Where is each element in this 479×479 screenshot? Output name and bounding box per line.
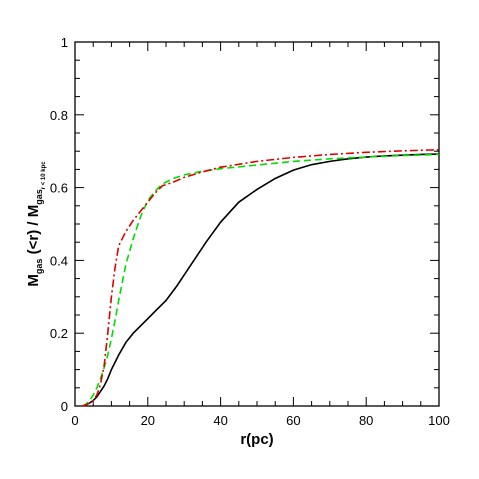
y-axis-title-sub3: r < 10 kpc (41, 161, 47, 190)
y-axis-title-middle: (<r) / M (25, 205, 42, 259)
series-line-dashdot (82, 148, 440, 407)
y-axis-title: Mgas (<r) / Mgasr < 10 kpc (25, 161, 47, 287)
series-line-solid (82, 153, 440, 407)
x-tick-label: 40 (213, 413, 227, 428)
y-tick-label: 0.4 (50, 253, 68, 268)
x-axis-title: r(pc) (240, 431, 273, 448)
x-tick-label: 20 (141, 413, 155, 428)
y-tick-label: 1 (61, 35, 68, 50)
axis-ticks (74, 41, 440, 407)
x-tick-label: 80 (359, 413, 373, 428)
y-axis-title-sub: gas (34, 259, 44, 275)
y-tick-label: 0.2 (50, 326, 68, 341)
series-line-dashed (81, 153, 440, 407)
y-axis-title-sub2: gas (34, 189, 44, 205)
y-tick-label: 0.8 (50, 108, 68, 123)
x-tick-label: 0 (71, 413, 78, 428)
plot-border (74, 41, 440, 407)
x-tick-label: 60 (286, 413, 300, 428)
y-tick-label: 0 (61, 399, 68, 414)
y-tick-label: 0.6 (50, 181, 68, 196)
plot-frame (74, 41, 440, 407)
series-lines (81, 148, 440, 407)
y-axis-title-main: M (25, 274, 42, 287)
x-tick-label: 100 (428, 413, 450, 428)
tick-labels: 0 20 40 60 80 100 0 0.2 0.4 0.6 0.8 1 (50, 35, 450, 428)
